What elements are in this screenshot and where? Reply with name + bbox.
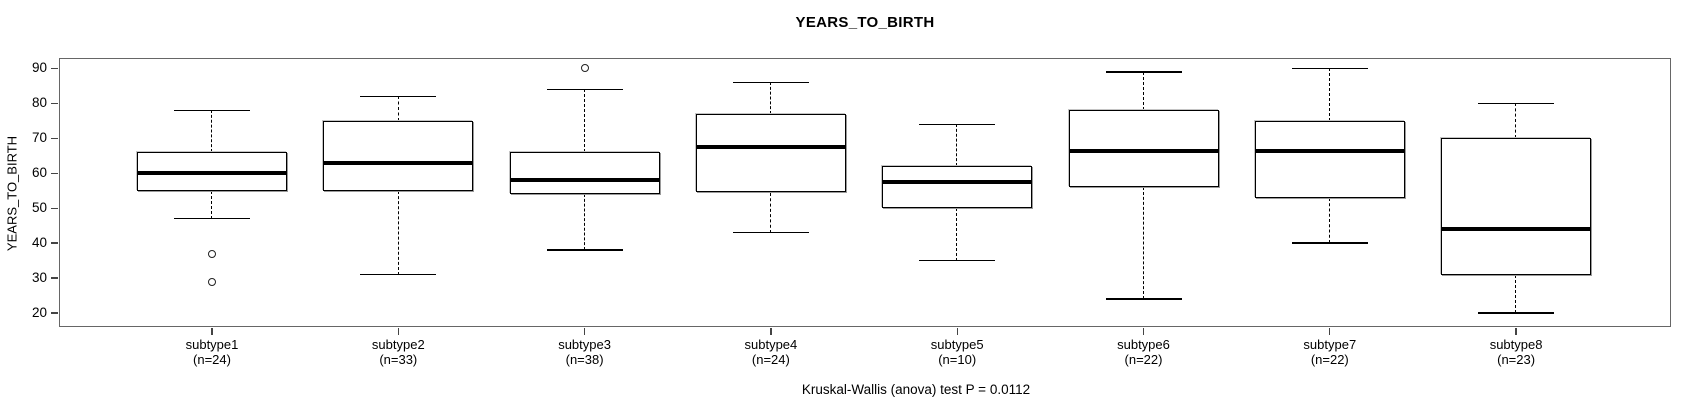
x-tick-mark [211, 328, 213, 335]
upper-whisker-line [397, 96, 399, 121]
upper-whisker-cap [732, 81, 809, 84]
y-tick-mark [51, 137, 58, 140]
median-line [137, 171, 287, 176]
lower-whisker-line [1142, 187, 1144, 300]
y-tick-mark [51, 172, 58, 174]
group-count-label: (n=33) [379, 352, 418, 367]
lower-whisker-cap [732, 231, 809, 234]
x-tick-label: subtype5 [930, 337, 984, 352]
y-tick-label: 50 [31, 200, 47, 216]
iqr-box [509, 152, 660, 195]
x-tick-mark [1329, 328, 1331, 335]
median-line [323, 160, 474, 165]
upper-whisker-line [1515, 103, 1517, 139]
x-tick-mark [397, 328, 399, 335]
group-count-label: (n=24) [751, 352, 790, 367]
group-count-label: (n=24) [193, 352, 231, 367]
y-tick-label: 60 [31, 165, 47, 181]
lower-whisker-line [1515, 274, 1517, 314]
x-tick-mark [583, 328, 586, 335]
group-count-label: (n=22) [1124, 352, 1163, 367]
upper-whisker-cap [1478, 102, 1555, 105]
iqr-box [695, 113, 846, 193]
median-line [509, 178, 660, 183]
lower-whisker-line [1329, 197, 1330, 244]
upper-whisker-cap [919, 123, 996, 126]
iqr-box [882, 166, 1033, 209]
lower-whisker-cap [1478, 312, 1555, 314]
lower-whisker-cap [546, 249, 623, 251]
lower-whisker-line [956, 208, 958, 261]
y-tick-mark [51, 67, 58, 70]
lower-whisker-cap [360, 273, 437, 276]
chart-title: YEARS_TO_BIRTH [795, 14, 935, 31]
upper-whisker-cap [360, 95, 437, 98]
y-tick-label: 70 [31, 130, 47, 146]
x-tick-label: subtype2 [371, 337, 425, 352]
x-tick-label: subtype8 [1489, 337, 1543, 352]
upper-whisker-line [211, 110, 213, 153]
lower-whisker-cap [174, 217, 250, 220]
x-tick-label: subtype6 [1117, 337, 1170, 352]
x-tick-mark [1142, 328, 1145, 335]
y-tick-label: 20 [31, 305, 47, 321]
median-line [695, 145, 846, 150]
upper-whisker-cap [174, 109, 250, 112]
group-count-label: (n=10) [938, 352, 977, 367]
lower-whisker-cap [1105, 298, 1182, 300]
y-tick-mark [51, 207, 58, 209]
median-line [1068, 148, 1219, 153]
upper-whisker-line [1329, 68, 1330, 121]
upper-whisker-cap [1291, 67, 1368, 70]
lower-whisker-line [770, 192, 772, 233]
x-tick-label: subtype1 [185, 337, 239, 352]
lower-whisker-line [583, 194, 585, 251]
iqr-box [1441, 138, 1592, 275]
x-tick-label: subtype4 [744, 337, 798, 352]
lower-whisker-cap [1291, 242, 1368, 244]
upper-whisker-cap [1105, 71, 1182, 73]
y-tick-label: 30 [31, 270, 47, 286]
y-tick-label: 90 [31, 60, 47, 76]
plot-area [59, 58, 1671, 327]
x-tick-label: subtype3 [558, 337, 611, 352]
median-line [882, 180, 1033, 185]
x-tick-mark [1515, 328, 1517, 335]
kruskal-wallis-annotation: Kruskal-Wallis (anova) test P = 0.0112 [801, 382, 1031, 397]
upper-whisker-line [770, 82, 772, 114]
median-line [1441, 227, 1592, 232]
median-line [1254, 148, 1405, 153]
y-tick-label: 40 [31, 235, 47, 251]
group-count-label: (n=23) [1497, 352, 1536, 367]
iqr-box [1254, 120, 1405, 198]
outlier-point [208, 249, 216, 258]
x-tick-mark [956, 328, 958, 335]
group-count-label: (n=22) [1310, 352, 1349, 367]
y-tick-mark [51, 242, 58, 244]
x-tick-mark [770, 328, 772, 335]
lower-whisker-line [211, 190, 213, 219]
outlier-point [580, 64, 589, 73]
y-tick-mark [51, 312, 58, 314]
lower-whisker-line [397, 190, 399, 275]
outlier-point [208, 277, 216, 286]
y-tick-label: 80 [31, 95, 47, 111]
group-count-label: (n=38) [565, 352, 604, 367]
upper-whisker-line [583, 89, 585, 153]
lower-whisker-cap [919, 259, 996, 262]
upper-whisker-line [956, 124, 958, 167]
y-tick-mark [51, 277, 58, 279]
y-tick-mark [51, 102, 58, 105]
upper-whisker-cap [546, 88, 623, 91]
iqr-box [323, 120, 474, 191]
upper-whisker-line [1142, 71, 1144, 111]
x-tick-label: subtype7 [1303, 337, 1357, 352]
